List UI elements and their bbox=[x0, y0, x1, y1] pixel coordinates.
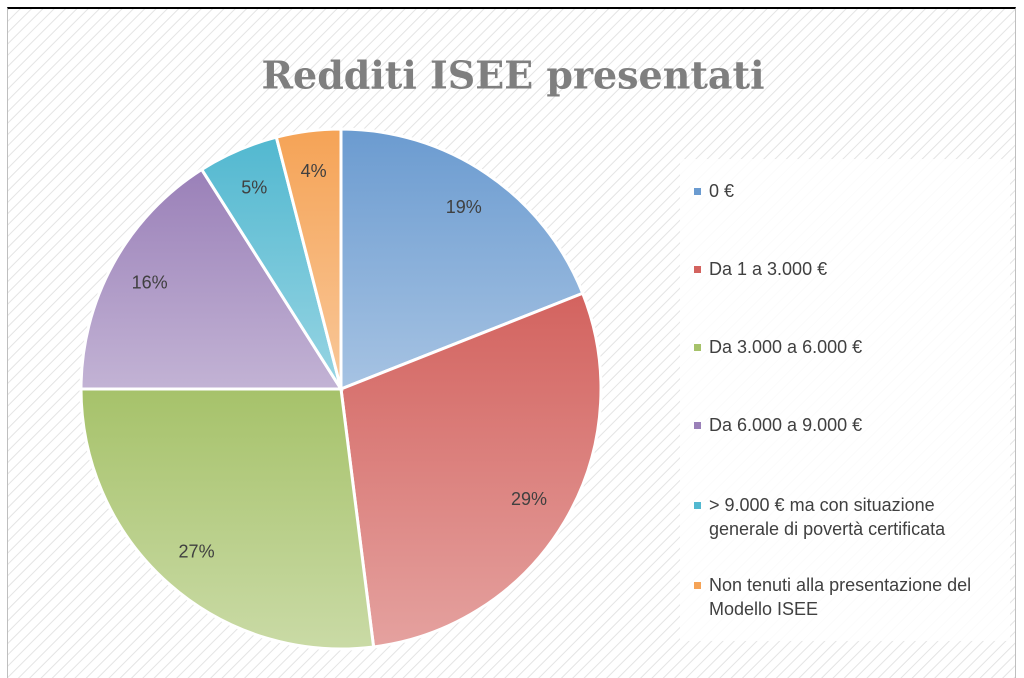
legend-item: Da 3.000 a 6.000 € bbox=[694, 335, 1004, 359]
legend-item: Da 1 a 3.000 € bbox=[694, 257, 1004, 281]
chart-frame: Redditi ISEE presentati 19% 29% 27% 16% 5% 4%… bbox=[7, 7, 1016, 678]
data-label: 4% bbox=[301, 161, 327, 181]
pie-slice bbox=[339, 291, 603, 649]
legend-label: Non tenuti alla presentazione del Modell… bbox=[709, 575, 972, 619]
legend: 0 € Da 1 a 3.000 € Da 3.000 a 6.000 € Da 6.… bbox=[680, 159, 1010, 641]
data-label: 27% bbox=[179, 542, 215, 562]
legend-label: 0 € bbox=[709, 181, 735, 201]
legend-swatch bbox=[694, 344, 701, 351]
legend-item: Non tenuti alla presentazione del Modell… bbox=[694, 573, 1004, 621]
legend-label: Da 1 a 3.000 € bbox=[709, 259, 828, 279]
legend-label: Da 6.000 a 9.000 € bbox=[709, 415, 863, 435]
pie-slice bbox=[79, 387, 376, 651]
legend-item: Da 6.000 a 9.000 € bbox=[694, 413, 1004, 437]
pie-slice bbox=[79, 167, 344, 391]
pie-slice bbox=[339, 127, 585, 392]
data-label: 5% bbox=[241, 177, 267, 197]
legend-swatch bbox=[694, 422, 701, 429]
pie-slice bbox=[274, 127, 343, 390]
legend-item: > 9.000 € ma con situazione generale di … bbox=[694, 493, 1004, 541]
legend-label: Da 3.000 a 6.000 € bbox=[709, 337, 863, 357]
legend-swatch bbox=[694, 502, 701, 509]
chart-title: Redditi ISEE presentati bbox=[261, 53, 764, 98]
data-label: 29% bbox=[511, 489, 547, 509]
legend-item: 0 € bbox=[694, 179, 1004, 203]
data-label: 16% bbox=[132, 273, 168, 293]
legend-swatch bbox=[694, 266, 701, 273]
legend-label: > 9.000 € ma con situazione generale di … bbox=[709, 495, 946, 539]
data-label: 19% bbox=[446, 197, 482, 217]
legend-swatch bbox=[694, 582, 701, 589]
legend-swatch bbox=[694, 188, 701, 195]
